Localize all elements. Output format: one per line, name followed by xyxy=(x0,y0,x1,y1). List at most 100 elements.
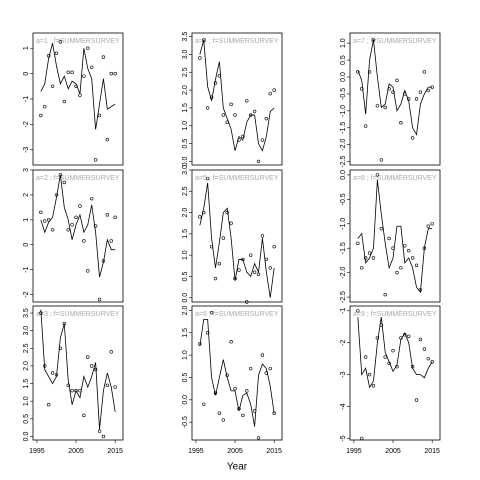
point xyxy=(89,364,94,368)
panel: a=7 ; f=SUMMERSURVEY -2.5 -2.0 -1.5 -1.0 -0.5… xyxy=(340,32,441,168)
point xyxy=(198,56,202,60)
point xyxy=(268,366,272,371)
point xyxy=(50,228,55,232)
fit-line xyxy=(357,39,433,136)
point xyxy=(86,46,90,50)
point xyxy=(356,309,360,313)
panel-label: a=6 ; f=SUMMERSURVEY xyxy=(195,311,279,318)
point xyxy=(89,65,94,69)
y-tick-label: 1.0 xyxy=(182,350,189,360)
point xyxy=(256,436,261,440)
y-tick-label: 0.5 xyxy=(182,139,189,149)
y-tick-label: -2.5 xyxy=(340,155,347,167)
point xyxy=(360,266,364,270)
point xyxy=(375,336,380,340)
point xyxy=(414,263,419,268)
y-tick-label: -1 xyxy=(340,308,347,314)
y-tick-label: -3 xyxy=(23,147,30,153)
point xyxy=(113,215,117,220)
point xyxy=(50,84,55,89)
point xyxy=(406,334,411,339)
point xyxy=(268,91,272,96)
point xyxy=(93,224,98,228)
point xyxy=(360,87,364,91)
point xyxy=(43,219,47,223)
point xyxy=(399,266,403,270)
y-tick-label: -0.5 xyxy=(340,88,347,100)
point xyxy=(418,337,423,342)
point xyxy=(66,383,70,388)
point xyxy=(260,138,265,142)
y-tick-label: 1.5 xyxy=(182,229,189,239)
point xyxy=(379,226,384,231)
y-tick-label: 1 xyxy=(23,218,30,222)
point xyxy=(237,138,241,142)
point xyxy=(399,120,403,125)
point xyxy=(233,386,237,391)
y-tick-label: 1.0 xyxy=(182,121,189,131)
point xyxy=(256,159,261,164)
point xyxy=(202,402,206,406)
point xyxy=(39,210,43,215)
point xyxy=(252,270,257,274)
y-tick-label: 2.5 xyxy=(182,67,189,77)
point xyxy=(395,270,399,275)
y-tick-label: 2.0 xyxy=(182,305,189,315)
point xyxy=(363,355,368,359)
fit-line xyxy=(357,179,433,294)
x-tick-label: 1995 xyxy=(346,448,362,455)
y-tick-label: 0.0 xyxy=(23,432,30,442)
point xyxy=(205,331,210,335)
point xyxy=(367,251,372,255)
point xyxy=(245,99,249,103)
y-tick-label: 2 xyxy=(23,193,30,197)
point xyxy=(66,228,70,232)
point xyxy=(229,102,233,107)
y-tick-label: -0.5 xyxy=(340,193,347,205)
point xyxy=(229,340,233,344)
point xyxy=(387,236,391,241)
point xyxy=(205,176,210,181)
y-tick-label: -2 xyxy=(23,291,30,297)
y-tick-label: 0 xyxy=(23,243,30,247)
point xyxy=(383,292,387,297)
y-tick-label: 3.5 xyxy=(23,308,30,318)
point xyxy=(74,215,78,220)
panel-frame xyxy=(32,169,124,303)
y-tick-label: 3.5 xyxy=(182,32,189,42)
point xyxy=(260,234,265,238)
y-tick-label: 1 xyxy=(23,46,30,50)
point xyxy=(78,204,82,208)
point xyxy=(245,300,249,304)
x-tick-label: 2005 xyxy=(385,448,401,455)
x-axis-label: Year xyxy=(227,462,248,473)
point xyxy=(410,256,415,260)
point xyxy=(62,99,67,104)
y-tick-label: 2.5 xyxy=(23,343,30,353)
panel-frame xyxy=(191,32,283,166)
y-tick-label: 2.0 xyxy=(182,85,189,95)
point xyxy=(383,105,387,110)
point xyxy=(109,350,113,354)
panel-frame xyxy=(191,305,283,441)
point xyxy=(375,104,380,108)
point xyxy=(410,136,415,140)
panel: a=8 ; f=SUMMERSURVEY -2.5 -2.0 -1.5 -1.0 -0.5… xyxy=(340,169,441,303)
y-tick-label: 3.0 xyxy=(182,49,189,59)
y-tick-label: 1.0 xyxy=(23,396,30,406)
point xyxy=(101,434,106,439)
point xyxy=(105,383,110,388)
point xyxy=(39,113,43,118)
point xyxy=(229,221,233,225)
point xyxy=(213,276,218,281)
point xyxy=(82,74,86,78)
y-tick-label: -1 xyxy=(23,266,30,272)
panel-label: a=9 ; f=SUMMERSURVEY xyxy=(353,311,437,318)
point xyxy=(101,55,106,59)
point xyxy=(66,70,70,75)
fit-line xyxy=(40,309,116,430)
point xyxy=(367,372,372,377)
point xyxy=(46,218,51,222)
y-tick-label: 0 xyxy=(23,72,30,76)
x-tick-label: 2015 xyxy=(266,448,282,455)
